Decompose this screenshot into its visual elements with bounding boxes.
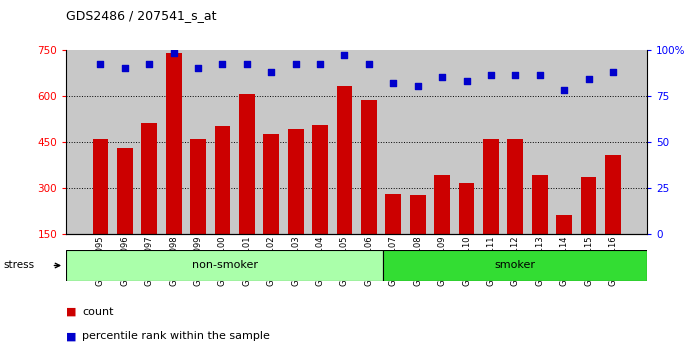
Bar — [117, 148, 133, 280]
Point — [168, 50, 180, 56]
Bar — [434, 175, 450, 280]
Point — [461, 78, 472, 84]
Bar — [239, 94, 255, 280]
Bar — [556, 215, 572, 280]
Point — [608, 69, 619, 74]
Bar — [383, 250, 647, 281]
Text: count: count — [82, 307, 113, 316]
Text: stress: stress — [3, 261, 35, 270]
Bar — [214, 126, 230, 280]
Point — [388, 80, 399, 86]
Bar — [507, 138, 523, 280]
Bar — [263, 134, 279, 280]
Point — [143, 62, 155, 67]
Point — [534, 73, 545, 78]
Bar — [93, 138, 109, 280]
Point — [559, 87, 570, 93]
Bar — [337, 86, 352, 280]
Text: ■: ■ — [66, 307, 77, 316]
Point — [95, 62, 106, 67]
Bar — [605, 155, 621, 280]
Bar — [287, 129, 303, 280]
Point — [412, 84, 423, 89]
Point — [119, 65, 130, 71]
Bar — [410, 195, 426, 280]
Bar — [386, 194, 401, 280]
Bar — [141, 123, 157, 280]
Text: percentile rank within the sample: percentile rank within the sample — [82, 331, 270, 341]
Point — [485, 73, 496, 78]
Text: ■: ■ — [66, 331, 77, 341]
Point — [509, 73, 521, 78]
Bar — [532, 175, 548, 280]
Point — [363, 62, 374, 67]
Text: non-smoker: non-smoker — [191, 261, 258, 270]
Point — [315, 62, 326, 67]
Bar — [580, 177, 596, 280]
Point — [242, 62, 253, 67]
Bar — [459, 183, 475, 280]
Point — [436, 74, 448, 80]
Point — [193, 65, 204, 71]
Point — [266, 69, 277, 74]
Bar — [483, 138, 499, 280]
Point — [583, 76, 594, 82]
Bar — [313, 125, 328, 280]
Bar — [361, 100, 377, 280]
Point — [217, 62, 228, 67]
Bar — [166, 53, 182, 280]
Text: GDS2486 / 207541_s_at: GDS2486 / 207541_s_at — [66, 9, 216, 22]
Bar — [66, 250, 383, 281]
Text: smoker: smoker — [495, 261, 536, 270]
Point — [290, 62, 301, 67]
Point — [339, 52, 350, 58]
Bar — [190, 138, 206, 280]
